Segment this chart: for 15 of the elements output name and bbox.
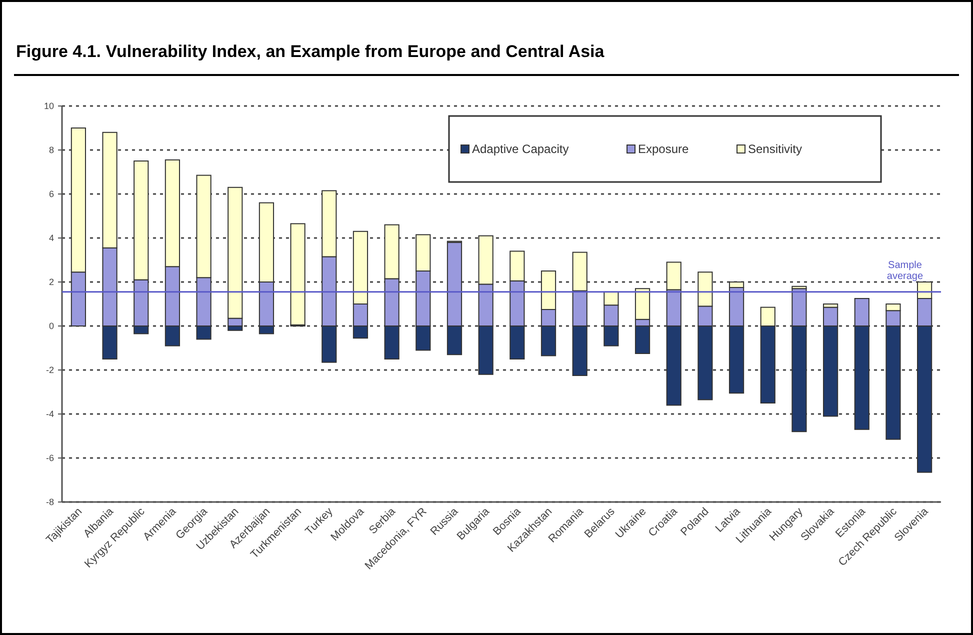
- y-tick-label: -8: [46, 497, 54, 508]
- y-tick-label: 10: [44, 101, 54, 112]
- y-tick-label: 0: [48, 321, 54, 332]
- y-tick-label: -6: [46, 453, 54, 464]
- chart-title: Figure 4.1. Vulnerability Index, an Example from Europe and Central Asia: [16, 42, 605, 61]
- y-tick-label: 8: [48, 145, 54, 156]
- y-tick-label: 4: [48, 233, 54, 244]
- y-tick-label: -2: [46, 365, 54, 376]
- ref-line-label: Sample average: [886, 260, 924, 282]
- legend-label: Sensitivity: [748, 142, 802, 156]
- legend-label: Exposure: [638, 142, 690, 156]
- y-tick-label: -4: [46, 409, 54, 420]
- y-tick-label: 2: [48, 277, 54, 288]
- legend-label: Adaptive Capacity: [472, 142, 569, 156]
- y-tick-label: 6: [48, 189, 54, 200]
